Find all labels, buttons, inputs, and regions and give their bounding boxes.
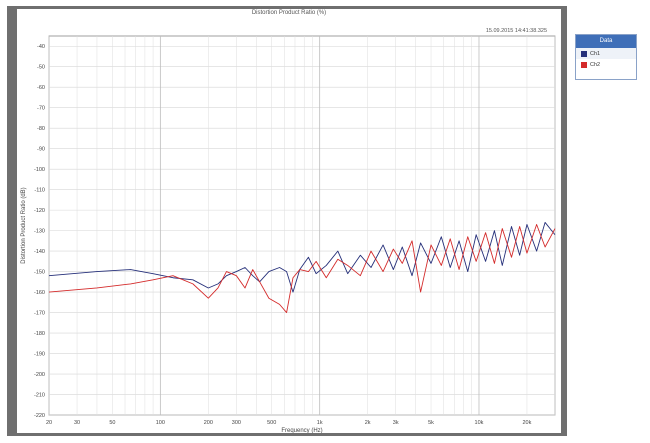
y-tick-label: -130: [34, 229, 45, 235]
y-tick-label: -150: [34, 270, 45, 276]
y-tick-label: -120: [34, 208, 45, 214]
y-tick-label: -180: [34, 331, 45, 337]
x-tick-label: 200: [204, 420, 213, 426]
legend-item-ch2[interactable]: Ch2: [576, 59, 636, 70]
x-tick-label: 10k: [475, 420, 484, 426]
y-tick-label: -170: [34, 311, 45, 317]
x-axis-label: Frequency (Hz): [281, 428, 322, 433]
legend-item-label: Ch2: [590, 61, 601, 68]
y-tick-label: -40: [37, 44, 45, 50]
timestamp-label: 15.09.2015 14:41:38.325: [485, 28, 547, 34]
y-tick-label: -220: [34, 413, 45, 419]
y-tick-label: -50: [37, 65, 45, 71]
x-tick-label: 20: [46, 420, 52, 426]
y-tick-label: -80: [37, 126, 45, 132]
y-tick-label: -210: [34, 393, 45, 399]
series-line-ch1: [48, 221, 556, 293]
y-tick-label: -140: [34, 249, 45, 255]
graph-title: Distortion Product Ratio (%): [251, 10, 327, 16]
x-tick-label: 1k: [317, 420, 323, 426]
y-tick-label: -90: [37, 147, 45, 153]
x-tick-label: 5k: [428, 420, 434, 426]
x-tick-label: 50: [109, 420, 115, 426]
x-tick-label: 100: [156, 420, 165, 426]
ch1-color-swatch-icon: [581, 50, 587, 57]
x-tick-label: 500: [267, 420, 276, 426]
x-tick-label: 20k: [523, 420, 532, 426]
x-tick-label: 30: [74, 420, 80, 426]
y-tick-label: -60: [37, 85, 45, 91]
plot-area: -40 -50 -60 -70 -80 -90 -100 -110 -120 -130 -140 -1…: [21, 35, 556, 433]
x-tick-label: 2k: [365, 420, 371, 426]
y-tick-label: -110: [34, 188, 45, 194]
top-strip: [0, 0, 650, 6]
legend-panel[interactable]: Data Ch1 Ch2: [575, 34, 637, 80]
legend-item-ch1[interactable]: Ch1: [576, 48, 636, 59]
y-tick-label: -190: [34, 352, 45, 358]
y-tick-label: -200: [34, 372, 45, 378]
legend-header: Data: [576, 35, 636, 48]
series-line-ch2: [48, 224, 556, 314]
legend-item-label: Ch1: [590, 50, 601, 57]
graph-panel: Distortion Product Ratio (%) 15.09.2015 …: [17, 9, 561, 433]
y-tick-label: -160: [34, 290, 45, 296]
ch2-color-swatch-icon: [581, 61, 587, 68]
y-tick-label: -100: [34, 167, 45, 173]
x-tick-label: 3k: [393, 420, 399, 426]
plot-border: [48, 35, 556, 416]
y-tick-label: -70: [37, 106, 45, 112]
x-tick-label: 300: [232, 420, 241, 426]
y-axis-label: Distortion Product Ratio (dB): [21, 187, 27, 263]
graph-frame: Distortion Product Ratio (%) 15.09.2015 …: [7, 6, 567, 436]
